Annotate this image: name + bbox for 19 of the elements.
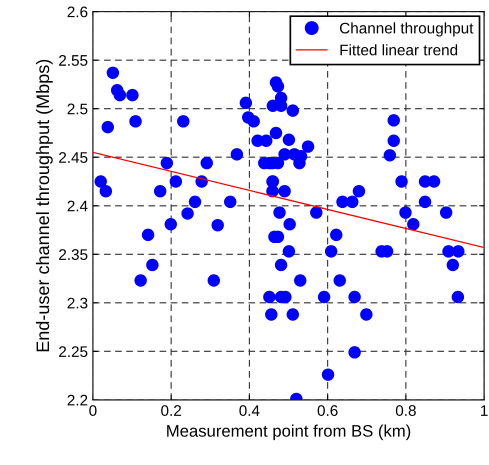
y-tick-label: 2.45 [59, 152, 88, 163]
y-tick-label: 2.5 [68, 104, 88, 114]
y-tick-label: 2.4 [68, 200, 88, 212]
y-tick-label: 2.2 [68, 394, 88, 406]
x-tick-label: 1 [481, 405, 488, 416]
y-axis-title: End-user channel throughput (Mbps) [36, 60, 53, 352]
x-axis-title: Measurement point from BS (km) [167, 424, 410, 440]
legend-label: Channel throughput [340, 22, 474, 37]
legend-label: Fitted linear trend [340, 44, 458, 56]
y-tick-label: 2.3 [68, 298, 88, 309]
y-tick-label: 2.55 [59, 55, 88, 66]
x-tick-label: 0 [89, 405, 97, 416]
x-tick-label: 0.8 [396, 405, 416, 416]
x-tick-label: 0.4 [239, 405, 260, 416]
x-tick-label: 0.6 [318, 405, 338, 416]
y-tick-label: 2.35 [59, 249, 88, 260]
y-tick-label: 2.25 [59, 346, 88, 358]
y-tick-label: 2.6 [68, 6, 88, 18]
x-tick-label: 0.2 [161, 405, 182, 416]
